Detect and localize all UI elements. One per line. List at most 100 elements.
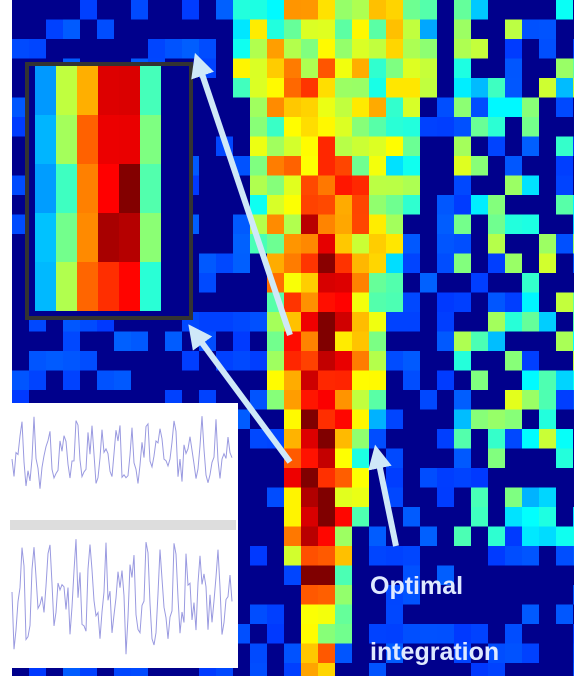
cell	[369, 526, 386, 546]
arrow	[191, 52, 293, 336]
cell	[335, 526, 352, 546]
cell	[250, 663, 267, 676]
cell	[556, 175, 573, 195]
cell	[437, 117, 454, 137]
cell	[63, 370, 80, 390]
cell	[505, 507, 522, 527]
cell	[318, 565, 335, 585]
cell	[352, 234, 369, 254]
cell	[522, 273, 539, 293]
cell	[335, 253, 352, 273]
cell	[454, 292, 471, 312]
cell	[488, 663, 505, 676]
cell	[335, 585, 352, 605]
cell	[250, 0, 267, 20]
cell	[386, 643, 403, 663]
cell	[420, 78, 437, 98]
cell	[505, 97, 522, 117]
cell	[335, 429, 352, 449]
cell	[284, 156, 301, 176]
cell	[284, 370, 301, 390]
cell	[505, 156, 522, 176]
cell	[386, 156, 403, 176]
cell	[454, 409, 471, 429]
cell	[352, 448, 369, 468]
cell	[437, 370, 454, 390]
cell	[454, 214, 471, 234]
cell	[284, 331, 301, 351]
cell	[420, 117, 437, 137]
cell	[420, 19, 437, 39]
cell	[267, 351, 284, 371]
cell	[488, 643, 505, 663]
cell	[454, 78, 471, 98]
cell	[301, 312, 318, 332]
cell	[369, 390, 386, 410]
cell	[556, 195, 573, 215]
cell	[403, 370, 420, 390]
cell	[352, 487, 369, 507]
cell	[284, 409, 301, 429]
cell	[301, 156, 318, 176]
cell	[301, 253, 318, 273]
cell	[505, 429, 522, 449]
annotation-text: Optimal	[370, 572, 463, 600]
cell	[488, 253, 505, 273]
cell	[233, 253, 250, 273]
cell	[284, 58, 301, 78]
cell	[267, 97, 284, 117]
cell	[369, 0, 386, 20]
cell	[369, 156, 386, 176]
cell	[284, 468, 301, 488]
cell	[471, 409, 488, 429]
cell	[471, 39, 488, 59]
cell	[437, 468, 454, 488]
cell	[250, 351, 267, 371]
cell	[267, 624, 284, 644]
cell	[556, 58, 573, 78]
cell	[522, 390, 539, 410]
cell	[386, 546, 403, 566]
cell	[318, 370, 335, 390]
cell	[539, 487, 556, 507]
cell	[233, 78, 250, 98]
cell	[250, 78, 267, 98]
cell	[335, 409, 352, 429]
cell	[369, 175, 386, 195]
cell	[114, 370, 131, 390]
cell	[471, 0, 488, 20]
cell	[284, 175, 301, 195]
cell	[29, 351, 46, 371]
cell	[267, 312, 284, 332]
cell	[522, 643, 539, 663]
cell	[335, 546, 352, 566]
cell	[386, 585, 403, 605]
cell	[267, 117, 284, 137]
cell	[335, 19, 352, 39]
cell	[318, 234, 335, 254]
cell	[301, 78, 318, 98]
cell	[199, 312, 216, 332]
cell	[352, 214, 369, 234]
cell	[556, 292, 573, 312]
cell	[488, 78, 505, 98]
cell	[420, 0, 437, 20]
waveform	[11, 539, 233, 655]
cell	[369, 273, 386, 293]
cell	[29, 370, 46, 390]
cell	[119, 213, 140, 262]
cell	[488, 429, 505, 449]
cell	[556, 97, 573, 117]
cell	[301, 546, 318, 566]
cell	[335, 351, 352, 371]
cell	[301, 234, 318, 254]
cell	[284, 117, 301, 137]
cell	[454, 97, 471, 117]
cell	[403, 0, 420, 20]
cell	[301, 643, 318, 663]
cell	[335, 643, 352, 663]
cell	[46, 19, 63, 39]
cell	[454, 448, 471, 468]
cell	[98, 115, 119, 164]
cell	[284, 292, 301, 312]
